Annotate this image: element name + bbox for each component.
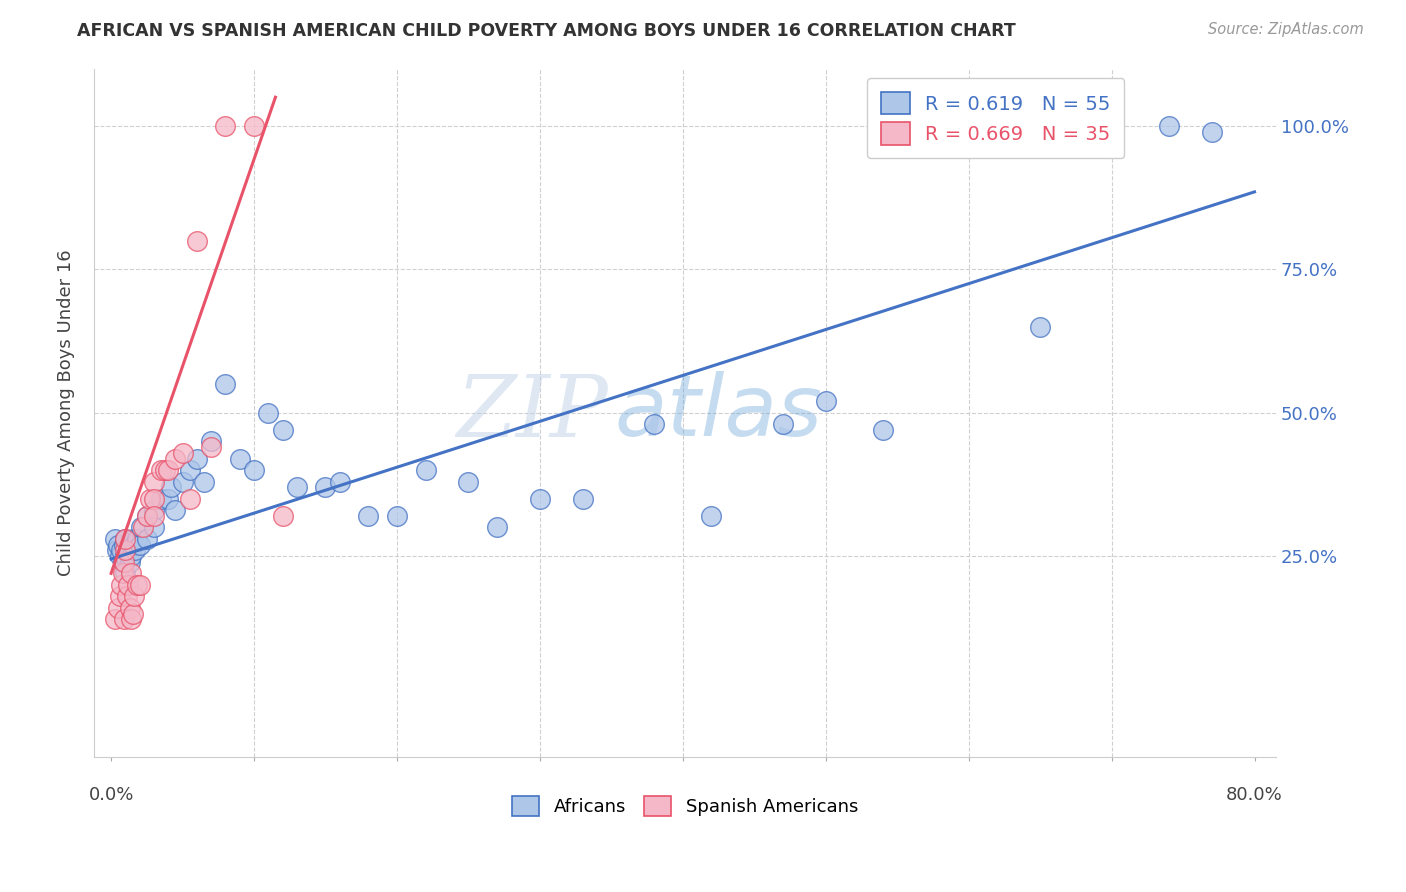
Point	[314, 480, 336, 494]
Y-axis label: Child Poverty Among Boys Under 16: Child Poverty Among Boys Under 16	[58, 250, 75, 576]
Point	[485, 520, 508, 534]
Point	[114, 549, 136, 563]
Point	[143, 520, 166, 534]
Point	[122, 590, 145, 604]
Point	[179, 491, 201, 506]
Point	[157, 463, 180, 477]
Text: ZIP: ZIP	[456, 371, 609, 454]
Point	[243, 463, 266, 477]
Point	[117, 543, 139, 558]
Point	[186, 451, 208, 466]
Point	[150, 463, 173, 477]
Point	[700, 508, 723, 523]
Point	[457, 475, 479, 489]
Point	[121, 607, 143, 621]
Point	[814, 394, 837, 409]
Point	[415, 463, 437, 477]
Point	[110, 578, 132, 592]
Point	[118, 555, 141, 569]
Point	[120, 566, 142, 581]
Point	[125, 578, 148, 592]
Point	[105, 543, 128, 558]
Point	[160, 480, 183, 494]
Legend: Africans, Spanish Americans: Africans, Spanish Americans	[505, 789, 865, 823]
Point	[114, 566, 136, 581]
Point	[179, 463, 201, 477]
Point	[571, 491, 593, 506]
Point	[193, 475, 215, 489]
Point	[143, 475, 166, 489]
Point	[107, 600, 129, 615]
Point	[125, 532, 148, 546]
Point	[357, 508, 380, 523]
Point	[271, 423, 294, 437]
Point	[120, 549, 142, 563]
Point	[110, 543, 132, 558]
Point	[155, 463, 177, 477]
Point	[104, 612, 127, 626]
Point	[135, 532, 157, 546]
Point	[111, 555, 134, 569]
Point	[138, 491, 160, 506]
Point	[150, 491, 173, 506]
Point	[243, 119, 266, 133]
Point	[124, 543, 146, 558]
Point	[129, 520, 152, 534]
Point	[529, 491, 551, 506]
Point	[121, 532, 143, 546]
Point	[172, 475, 194, 489]
Point	[143, 491, 166, 506]
Point	[112, 612, 135, 626]
Point	[135, 508, 157, 523]
Point	[108, 590, 131, 604]
Point	[172, 446, 194, 460]
Point	[1029, 319, 1052, 334]
Point	[115, 590, 138, 604]
Text: 80.0%: 80.0%	[1226, 786, 1282, 804]
Point	[143, 503, 166, 517]
Point	[117, 578, 139, 592]
Text: AFRICAN VS SPANISH AMERICAN CHILD POVERTY AMONG BOYS UNDER 16 CORRELATION CHART: AFRICAN VS SPANISH AMERICAN CHILD POVERT…	[77, 22, 1017, 40]
Point	[120, 612, 142, 626]
Point	[112, 555, 135, 569]
Point	[228, 451, 250, 466]
Point	[643, 417, 665, 432]
Point	[114, 532, 136, 546]
Point	[1157, 119, 1180, 133]
Point	[112, 538, 135, 552]
Point	[772, 417, 794, 432]
Point	[122, 538, 145, 552]
Point	[1201, 125, 1223, 139]
Point	[108, 549, 131, 563]
Point	[165, 451, 187, 466]
Point	[186, 234, 208, 248]
Point	[200, 434, 222, 449]
Point	[200, 440, 222, 454]
Point	[214, 119, 236, 133]
Point	[111, 566, 134, 581]
Point	[872, 423, 894, 437]
Point	[114, 532, 136, 546]
Point	[165, 503, 187, 517]
Point	[385, 508, 408, 523]
Point	[128, 578, 150, 592]
Point	[135, 508, 157, 523]
Point	[131, 520, 153, 534]
Text: 0.0%: 0.0%	[89, 786, 134, 804]
Point	[104, 532, 127, 546]
Point	[271, 508, 294, 523]
Point	[118, 600, 141, 615]
Point	[157, 491, 180, 506]
Point	[107, 538, 129, 552]
Point	[329, 475, 352, 489]
Point	[214, 377, 236, 392]
Text: Source: ZipAtlas.com: Source: ZipAtlas.com	[1208, 22, 1364, 37]
Point	[114, 543, 136, 558]
Point	[257, 406, 280, 420]
Point	[143, 508, 166, 523]
Point	[285, 480, 308, 494]
Text: atlas: atlas	[614, 371, 823, 454]
Point	[128, 538, 150, 552]
